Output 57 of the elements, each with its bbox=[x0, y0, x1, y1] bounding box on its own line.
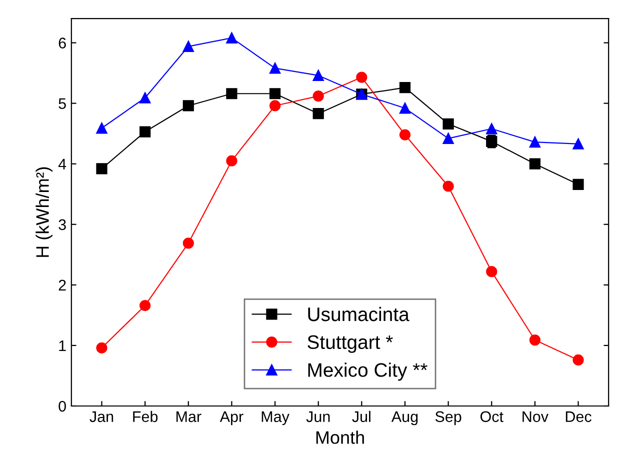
x-tick-label: Nov bbox=[522, 411, 548, 422]
x-tick-label: Jul bbox=[352, 410, 370, 422]
point bbox=[182, 238, 194, 249]
point bbox=[140, 300, 151, 312]
point bbox=[399, 129, 411, 140]
y-tick-label: 3 bbox=[58, 219, 66, 230]
point bbox=[226, 155, 238, 166]
x-tick-label: May bbox=[262, 411, 290, 426]
x-tick-label: Dec bbox=[566, 411, 592, 422]
point bbox=[529, 334, 540, 346]
point bbox=[529, 158, 540, 170]
point bbox=[182, 40, 194, 52]
point bbox=[312, 90, 324, 102]
x-tick-label: Oct bbox=[480, 411, 504, 422]
point bbox=[486, 123, 498, 134]
x-axis-title: Month bbox=[316, 430, 364, 444]
point bbox=[572, 354, 584, 366]
legend-label: Mexico City ** bbox=[308, 362, 428, 381]
point bbox=[96, 342, 108, 354]
point bbox=[399, 82, 411, 94]
point bbox=[442, 180, 454, 192]
point bbox=[140, 126, 151, 138]
point bbox=[182, 100, 194, 112]
y-tick-label: 2 bbox=[58, 280, 66, 290]
legend-label: Usumacinta bbox=[308, 306, 410, 322]
y-tick-label: 4 bbox=[58, 158, 66, 170]
point bbox=[356, 72, 368, 83]
point bbox=[226, 32, 238, 44]
point bbox=[269, 88, 281, 100]
x-tick-label: Jan bbox=[90, 411, 114, 422]
y-tick-label: 6 bbox=[58, 38, 66, 48]
y-tick-label: 0 bbox=[58, 400, 66, 412]
point bbox=[312, 108, 324, 120]
x-tick-label: Mar bbox=[176, 411, 202, 422]
point bbox=[442, 132, 454, 144]
point bbox=[572, 178, 584, 190]
x-tick-label: Apr bbox=[220, 411, 244, 426]
point bbox=[312, 70, 324, 82]
point bbox=[269, 62, 281, 74]
point bbox=[269, 100, 281, 112]
point bbox=[140, 92, 151, 104]
x-tick-label: Jun bbox=[306, 411, 330, 422]
y-tick-label: 1 bbox=[59, 340, 66, 351]
y-axis-title: H (kWh/m²) bbox=[36, 167, 52, 257]
point bbox=[399, 102, 411, 114]
point bbox=[96, 122, 108, 134]
point bbox=[226, 88, 238, 100]
y-tick-label: 5 bbox=[58, 98, 66, 109]
point bbox=[486, 266, 498, 278]
x-tick-label: Sep bbox=[435, 411, 462, 426]
point bbox=[442, 118, 454, 130]
x-tick-label: Aug bbox=[391, 411, 418, 426]
point bbox=[572, 138, 584, 150]
x-tick-label: Feb bbox=[133, 410, 158, 422]
point bbox=[529, 136, 540, 148]
legend-label: Stuttgart * bbox=[308, 335, 393, 353]
point bbox=[96, 163, 108, 174]
